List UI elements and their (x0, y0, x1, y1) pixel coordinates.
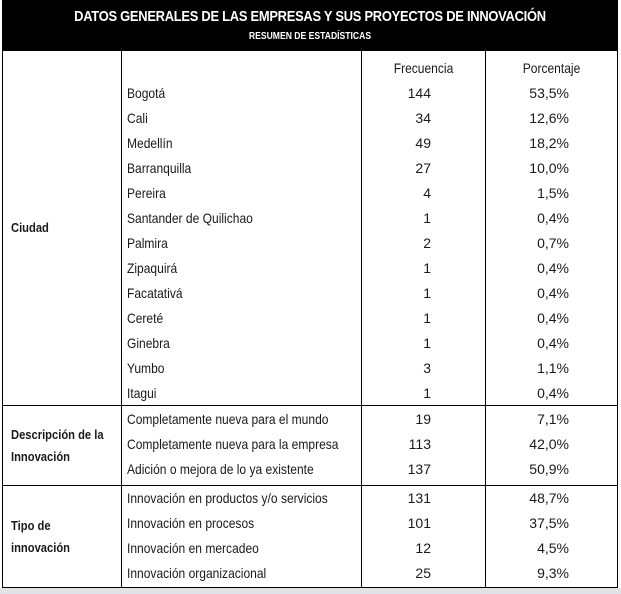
row-item: Ginebra (127, 335, 170, 351)
row-percentage: 1,1% (537, 360, 569, 376)
group-label-line: innovación (11, 540, 71, 555)
row-percentage: 0,4% (537, 385, 569, 401)
row-frequency: 1 (423, 260, 431, 276)
row-item: Completamente nueva para la empresa (127, 436, 339, 452)
row-frequency: 49 (415, 135, 431, 151)
row-frequency: 25 (415, 565, 431, 581)
row-percentage: 37,5% (529, 515, 569, 531)
row-item: Yumbo (127, 360, 165, 376)
row-percentage: 0,4% (537, 310, 569, 326)
bottom-edge-strip (0, 588, 621, 594)
row-percentage: 4,5% (537, 540, 569, 556)
row-frequency: 19 (415, 411, 431, 427)
row-item: Completamente nueva para el mundo (127, 411, 329, 427)
column-header-frecuencia: Frecuencia (393, 60, 454, 76)
group-label-line: Descripción de la (11, 427, 104, 442)
row-item: Facatativá (127, 285, 183, 301)
row-item: Medellín (127, 135, 173, 151)
column-header-porcentaje: Porcentaje (522, 60, 581, 76)
group-label-tipo: Tipo de innovación (11, 515, 70, 559)
row-percentage: 0,4% (537, 335, 569, 351)
row-frequency: 34 (415, 110, 431, 126)
row-percentage: 10,0% (529, 160, 569, 176)
row-item: Santander de Quilichao (127, 210, 253, 226)
row-percentage: 0,4% (537, 210, 569, 226)
row-frequency: 113 (408, 436, 431, 452)
row-item: Innovación en productos y/o servicios (127, 490, 328, 506)
row-frequency: 131 (407, 490, 431, 506)
group-label-descripcion: Descripción de la Innovación (11, 424, 104, 468)
table-title: DATOS GENERALES DE LAS EMPRESAS Y SUS PR… (74, 8, 546, 25)
row-frequency: 27 (415, 160, 431, 176)
row-percentage: 12,6% (529, 110, 569, 126)
row-frequency: 1 (423, 310, 431, 326)
row-frequency: 12 (415, 540, 431, 556)
table-subtitle: RESUMEN DE ESTADÍSTICAS (248, 31, 372, 42)
row-percentage: 53,5% (529, 85, 569, 101)
row-frequency: 4 (423, 185, 431, 201)
row-percentage: 9,3% (537, 565, 569, 581)
column-divider (485, 51, 486, 588)
group-label-line: Tipo de (11, 518, 51, 533)
row-item: Palmira (127, 235, 168, 251)
group-divider (3, 405, 617, 406)
row-frequency: 1 (423, 285, 431, 301)
row-item: Innovación en procesos (127, 515, 255, 531)
row-item: Adición o mejora de lo ya existente (127, 461, 314, 477)
row-item: Pereira (127, 185, 166, 201)
row-frequency: 3 (423, 360, 431, 376)
row-item: Innovación organizacional (127, 565, 267, 581)
group-label-line: Innovación (11, 449, 71, 464)
table-header-bar: DATOS GENERALES DE LAS EMPRESAS Y SUS PR… (3, 1, 617, 51)
row-frequency: 1 (423, 335, 431, 351)
row-percentage: 1,5% (537, 185, 569, 201)
row-item: Zipaquirá (127, 260, 178, 276)
row-item: Itagui (127, 385, 157, 401)
row-item: Innovación en mercadeo (127, 540, 259, 556)
row-percentage: 48,7% (529, 490, 569, 506)
group-divider (3, 485, 617, 486)
row-percentage: 0,7% (537, 235, 569, 251)
row-item: Barranquilla (127, 160, 192, 176)
row-item: Cereté (127, 310, 164, 326)
column-divider (121, 51, 122, 588)
row-percentage: 0,4% (537, 285, 569, 301)
row-frequency: 101 (407, 515, 431, 531)
column-divider (361, 51, 362, 588)
row-percentage: 42,0% (529, 436, 569, 452)
row-frequency: 1 (423, 385, 431, 401)
row-frequency: 144 (407, 85, 431, 101)
row-percentage: 7,1% (537, 411, 569, 427)
row-frequency: 137 (407, 461, 431, 477)
row-percentage: 0,4% (537, 260, 569, 276)
row-item: Bogotá (127, 85, 166, 101)
row-percentage: 18,2% (529, 135, 569, 151)
row-frequency: 2 (423, 235, 431, 251)
row-item: Cali (127, 110, 148, 126)
row-frequency: 1 (423, 210, 431, 226)
row-percentage: 50,9% (529, 461, 569, 477)
group-label-ciudad: Ciudad (11, 220, 49, 235)
